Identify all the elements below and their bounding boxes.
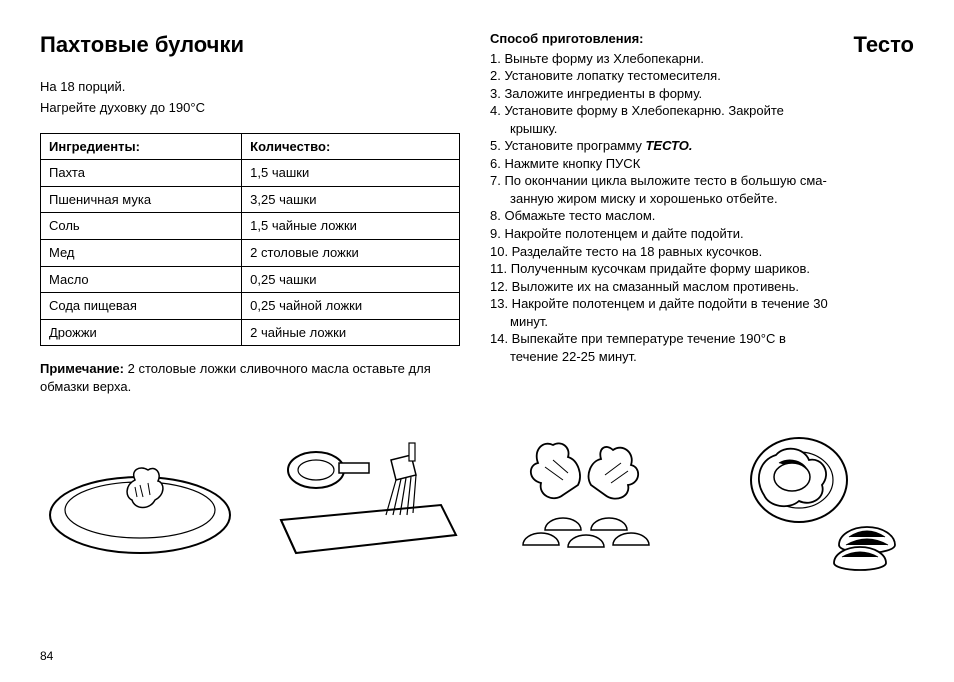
step: 6. Нажмите кнопку ПУСК: [490, 155, 914, 173]
program-name: ТЕСТО.: [645, 138, 692, 153]
step-continuation: минут.: [490, 313, 914, 331]
step-continuation: занную жиром миску и хорошенько отбейте.: [490, 190, 914, 208]
note-label: Примечание:: [40, 361, 124, 376]
step: 3. Заложите ингредиенты в форму.: [490, 85, 914, 103]
servings-text: На 18 порций.: [40, 78, 460, 96]
table-row: Мед2 столовые ложки: [41, 239, 460, 266]
step: 2. Установите лопатку тестомесителя.: [490, 67, 914, 85]
step: 1. Выньте форму из Хлебопекарни.: [490, 50, 914, 68]
steps-list: 1. Выньте форму из Хлебопекарни. 2. Уста…: [490, 50, 914, 366]
note-paragraph: Примечание: 2 столовые ложки сливочного …: [40, 360, 460, 395]
table-row: Соль1,5 чайные ложки: [41, 213, 460, 240]
step: 8. Обмажьте тесто маслом.: [490, 207, 914, 225]
header-quantity: Количество:: [242, 133, 460, 160]
table-row: Масло0,25 чашки: [41, 266, 460, 293]
step: 4. Установите форму в Хлебопекарню. Закр…: [490, 102, 914, 120]
shape-balls-icon: [483, 425, 693, 575]
table-header-row: Ингредиенты: Количество:: [41, 133, 460, 160]
table-row: Дрожжи2 чайные ложки: [41, 319, 460, 346]
two-column-layout: Пахтовые булочки На 18 порций. Нагрейте …: [40, 30, 914, 395]
table-row: Пшеничная мука3,25 чашки: [41, 186, 460, 213]
step: 9. Накройте полотенцем и дайте подойти.: [490, 225, 914, 243]
table-row: Пахта1,5 чашки: [41, 160, 460, 187]
brush-tray-icon: [261, 425, 471, 575]
step-continuation: течение 22-25 минут.: [490, 348, 914, 366]
step: 7. По окончании цикла выложите тесто в б…: [490, 172, 914, 190]
ingredients-table: Ингредиенты: Количество: Пахта1,5 чашки …: [40, 133, 460, 346]
step: 13. Накройте полотенцем и дайте подойти …: [490, 295, 914, 313]
right-column: Тесто Способ приготовления: 1. Выньте фо…: [490, 30, 914, 395]
step: 12. Выложите их на смазанный маслом прот…: [490, 278, 914, 296]
method-label: Способ приготовления:: [490, 30, 914, 48]
section-title: Тесто: [854, 30, 914, 60]
header-ingredients: Ингредиенты:: [41, 133, 242, 160]
step: 11. Полученным кусочкам придайте форму ш…: [490, 260, 914, 278]
preheat-text: Нагрейте духовку до 190°C: [40, 99, 460, 117]
step: 5. Установите программу ТЕСТО.: [490, 137, 914, 155]
table-row: Сода пищевая0,25 чайной ложки: [41, 293, 460, 320]
step: 14. Выпекайте при температуре течение 19…: [490, 330, 914, 348]
knead-bowl-icon: [40, 425, 250, 575]
illustration-row: [40, 425, 914, 575]
page-number: 84: [40, 648, 53, 664]
step: 10. Разделайте тесто на 18 равных кусочк…: [490, 243, 914, 261]
recipe-title: Пахтовые булочки: [40, 30, 460, 60]
place-bun-icon: [704, 425, 914, 575]
left-column: Пахтовые булочки На 18 порций. Нагрейте …: [40, 30, 460, 395]
step-continuation: крышку.: [490, 120, 914, 138]
